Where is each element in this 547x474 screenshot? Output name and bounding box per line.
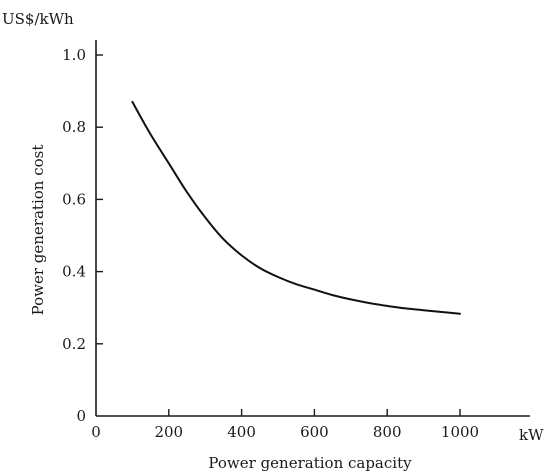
y-tick-label: 1.0	[62, 46, 86, 64]
y-tick-label: 0.4	[62, 263, 86, 281]
x-tick-label: 0	[91, 423, 101, 441]
x-tick-label: 1000	[441, 423, 479, 441]
series-line-cost	[131, 100, 461, 315]
y-ticks: 0 0.2 0.4 0.6 0.8 1.0	[62, 46, 103, 425]
y-tick-label: 0	[76, 407, 86, 425]
y-tick-label: 0.6	[62, 190, 86, 208]
y-unit-label: US$/kWh	[2, 10, 74, 28]
y-tick-label: 0.8	[62, 118, 86, 136]
y-axis-title: Power generation cost	[29, 145, 47, 316]
y-tick-label: 0.2	[62, 335, 86, 353]
x-unit-label: kW	[519, 426, 544, 444]
x-tick-label: 200	[154, 423, 183, 441]
x-tick-label: 600	[300, 423, 329, 441]
x-ticks: 0 200 400 600 800 1000	[91, 409, 479, 441]
x-tick-label: 400	[227, 423, 256, 441]
x-axis-title: Power generation capacity	[208, 454, 412, 472]
x-tick-label: 800	[373, 423, 402, 441]
